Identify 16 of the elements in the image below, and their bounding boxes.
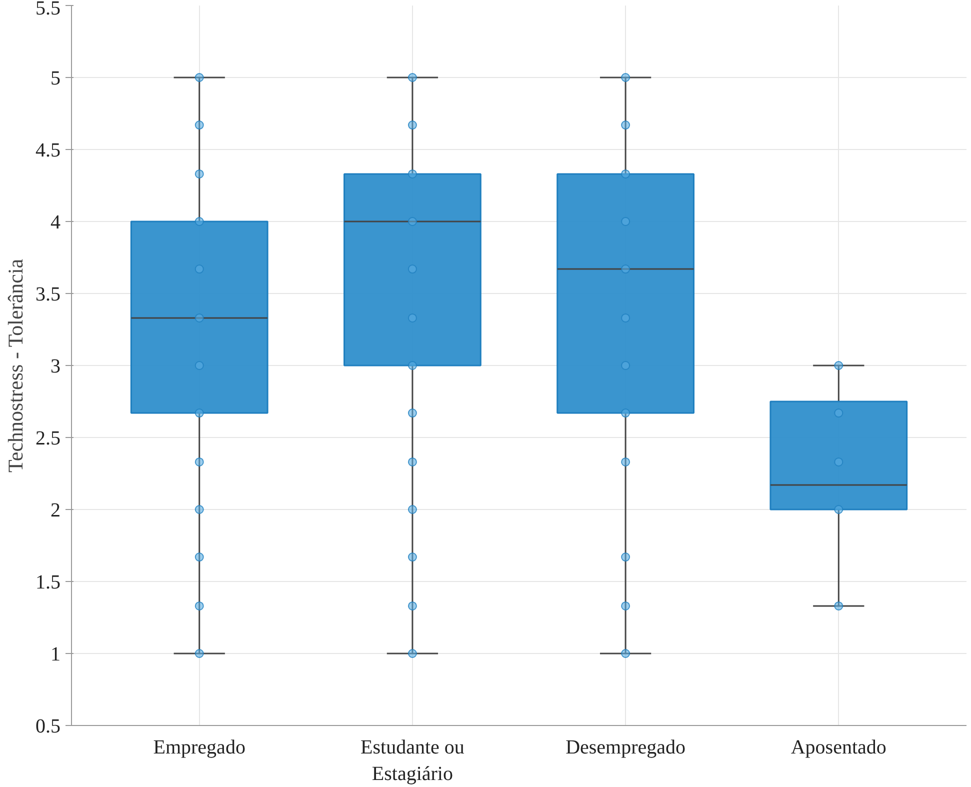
x-tick-label: Aposentado [790,736,886,758]
y-axis-title: Technostress - Tolerância [4,258,28,472]
y-tick-label: 3.5 [36,284,60,306]
y-tick-label: 2.5 [36,428,60,450]
y-tick-label: 1 [50,644,60,666]
y-tick-label: 0.5 [36,716,60,738]
y-tick-label: 3 [50,356,60,378]
y-tick-label: 5.5 [36,0,60,20]
x-tick-label: Empregado [153,736,246,758]
x-tick-label: Desempregado [566,736,686,758]
y-tick-label: 5 [50,68,60,90]
x-tick-label: Estudante ou Estagiário [360,736,464,785]
y-tick-label: 2 [50,500,60,522]
y-tick-label: 4 [50,212,60,234]
y-tick-label: 1.5 [36,572,60,594]
y-tick-label: 4.5 [36,140,60,162]
